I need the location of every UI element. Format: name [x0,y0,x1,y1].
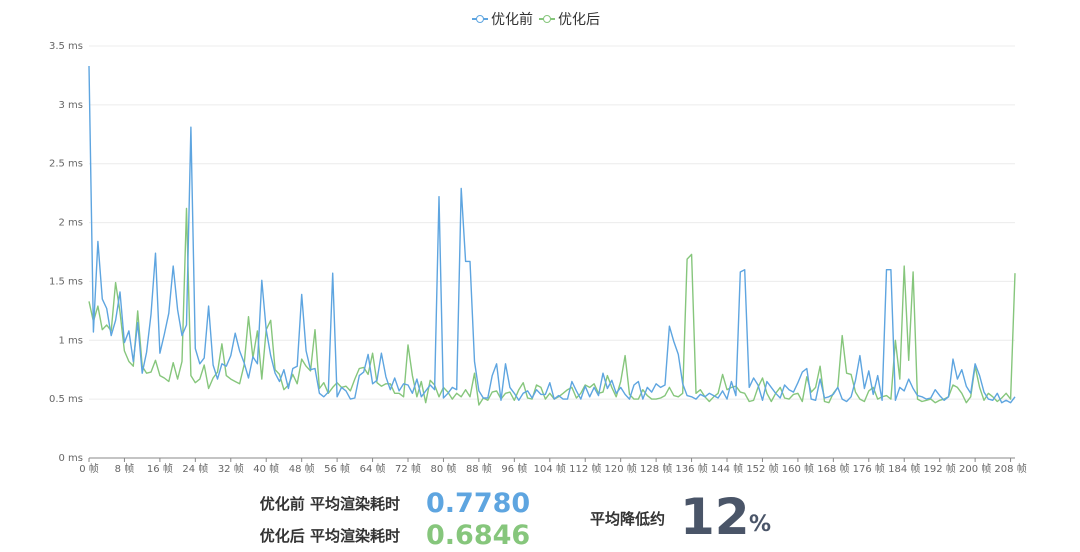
x-tick-label: 16 帧 [147,462,173,475]
legend-item-before[interactable]: 优化前 [472,9,533,29]
stat-after-value: 0.6846 [426,520,531,551]
x-tick-label: 96 帧 [501,462,527,475]
line-chart-area: 0 ms 0.5 ms 1 ms 1.5 ms 2 ms 2.5 ms 3 ms 3.5 ms… [49,9,1027,475]
legend-label-before: 优化前 [491,12,533,28]
y-tick-label: 3 ms [59,100,84,111]
stat-before-value: 0.7780 [426,488,531,519]
legend-label-after: 优化后 [558,12,600,28]
y-tick-label: 0.5 ms [49,394,83,405]
stats-panel: 优化前 平均渲染耗时 0.7780 优化后 平均渲染耗时 0.6846 平均降低… [0,486,1080,552]
x-tick-label: 184 帧 [888,462,920,475]
x-tick-label: 160 帧 [782,462,814,475]
x-tick-label: 128 帧 [640,462,672,475]
y-tick-label: 1 ms [59,335,84,346]
legend-line-marker-icon [539,14,555,24]
x-tick-label: 40 帧 [253,462,279,475]
y-tick-label: 1.5 ms [49,276,83,287]
x-tick-label: 8 帧 [115,462,135,475]
x-tick-label: 88 帧 [466,462,492,475]
x-tick-label: 176 帧 [853,462,885,475]
x-tick-label: 192 帧 [924,462,956,475]
x-tick-label: 120 帧 [605,462,637,475]
reduction-value: 12 [680,488,750,546]
stat-before-label: 优化前 平均渲染耗时 [259,495,400,513]
x-tick-label: 144 帧 [711,462,743,475]
x-tick-label: 168 帧 [817,462,849,475]
x-tick-label: 104 帧 [534,462,566,475]
series-line-before [88,65,1016,404]
x-tick-label: 0 帧 [79,462,99,475]
y-tick-label: 2.5 ms [49,159,83,170]
x-tick-label: 32 帧 [218,462,244,475]
reduction-unit: % [749,512,772,537]
stat-after-label: 优化后 平均渲染耗时 [259,527,400,545]
series-line-after [88,207,1016,406]
x-tick-label: 80 帧 [430,462,456,475]
x-tick-label: 56 帧 [324,462,350,475]
y-tick-label: 2 ms [59,218,84,229]
y-tick-label: 0 ms [59,453,84,464]
chart-legend: 优化前 优化后 [472,9,600,29]
x-tick-label: 200 帧 [959,462,991,475]
legend-item-after[interactable]: 优化后 [539,9,600,29]
x-tick-label: 112 帧 [569,462,601,475]
reduction-label: 平均降低约 [590,510,666,528]
x-tick-label: 208 帧 [994,462,1026,475]
stat-after-row: 优化后 平均渲染耗时 0.6846 [232,520,530,551]
x-tick-label: 24 帧 [182,462,208,475]
stat-before-row: 优化前 平均渲染耗时 0.7780 [232,488,530,519]
x-tick-label: 72 帧 [395,462,421,475]
x-tick-label: 136 帧 [675,462,707,475]
y-tick-label: 3.5 ms [49,41,83,52]
x-tick-label: 48 帧 [289,462,315,475]
legend-line-marker-icon [472,14,488,24]
x-tick-label: 64 帧 [360,462,386,475]
x-tick-label: 152 帧 [746,462,778,475]
line-chart: 0 ms 0.5 ms 1 ms 1.5 ms 2 ms 2.5 ms 3 ms 3.5 ms… [49,41,1027,475]
